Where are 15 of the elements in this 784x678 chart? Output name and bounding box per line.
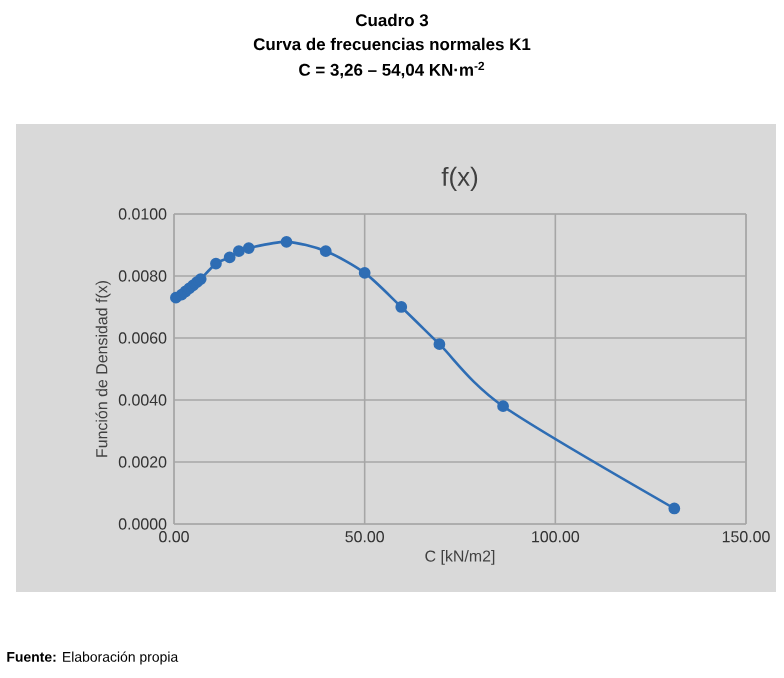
- point: [668, 502, 681, 515]
- point: [358, 267, 371, 279]
- point: [210, 257, 222, 270]
- point: [497, 400, 509, 413]
- point: [319, 245, 332, 258]
- text: Curva de frecuencias normales K1: [253, 37, 531, 51]
- point: [223, 251, 236, 264]
- text: C = 3,26 – 54,04 KN·m$^{-2}$: [299, 61, 485, 79]
- point: [395, 301, 408, 313]
- point: [242, 242, 255, 254]
- text: Cuadro 3: [355, 13, 429, 27]
- chart-title: f(x): [441, 166, 478, 192]
- point: [433, 338, 446, 351]
- point: [280, 236, 293, 248]
- point: [232, 245, 245, 258]
